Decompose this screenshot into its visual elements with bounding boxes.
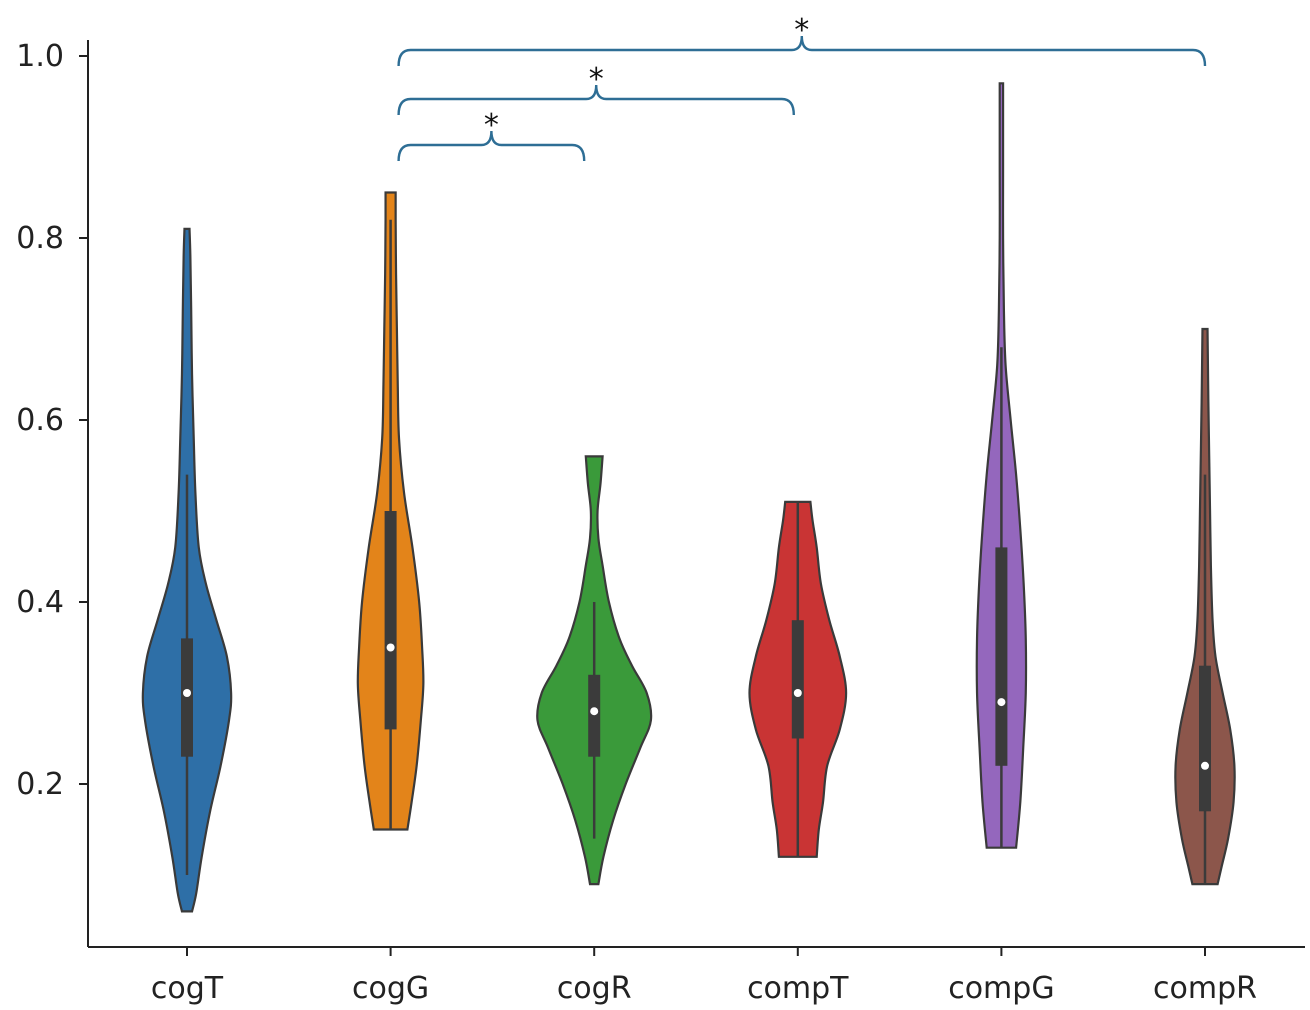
significance-star: * — [589, 62, 604, 97]
significance-bracket: * — [397, 62, 795, 116]
bracket-line — [397, 84, 795, 116]
y-tick-label: 0.8 — [16, 221, 64, 256]
violin-iqr-box — [995, 547, 1008, 766]
x-tick-label: compG — [948, 971, 1054, 1006]
significance-bracket: * — [397, 13, 1207, 67]
y-tick-label: 1.0 — [16, 39, 64, 74]
bracket-line — [397, 35, 1207, 67]
bracket-line — [397, 130, 586, 162]
violin-median-dot — [793, 689, 802, 697]
violin-median-dot — [997, 698, 1006, 707]
y-ticks: 0.2 0.4 0.6 0.8 1.0 — [16, 39, 88, 802]
x-tick-label: cogT — [151, 971, 224, 1006]
violin-iqr-box — [588, 674, 601, 757]
significance-bracket: * — [397, 108, 586, 162]
x-tick-label: compT — [747, 971, 849, 1006]
violin-median-dot — [183, 689, 191, 697]
violin-median-dot — [590, 707, 599, 716]
x-tick-label: cogR — [557, 971, 632, 1006]
violin-iqr-box — [791, 620, 804, 739]
x-tick-label: cogG — [352, 971, 429, 1006]
violin-cogG — [356, 191, 425, 831]
violin-compG — [975, 82, 1028, 849]
significance-star: * — [794, 13, 809, 48]
violins-layer — [141, 82, 1236, 913]
violin-iqr-box — [181, 638, 193, 757]
significance-brackets: * * * — [397, 13, 1207, 162]
y-tick-label: 0.4 — [16, 585, 64, 620]
x-tick-label: compR — [1153, 971, 1257, 1006]
violin-iqr-box — [384, 511, 397, 730]
violin-cogT — [141, 227, 233, 913]
x-ticks: cogT cogG cogR compT compG compR — [151, 947, 1257, 1006]
axes-layer — [87, 40, 1305, 948]
violin-iqr-box — [1199, 665, 1211, 812]
y-tick-label: 0.6 — [16, 403, 64, 438]
violin-median-dot — [386, 643, 395, 652]
significance-star: * — [484, 108, 499, 143]
y-tick-label: 0.2 — [16, 767, 64, 802]
violin-cogR — [536, 455, 653, 886]
violin-compR — [1174, 327, 1236, 886]
violin-compT — [748, 500, 848, 858]
violin-median-dot — [1201, 761, 1209, 770]
